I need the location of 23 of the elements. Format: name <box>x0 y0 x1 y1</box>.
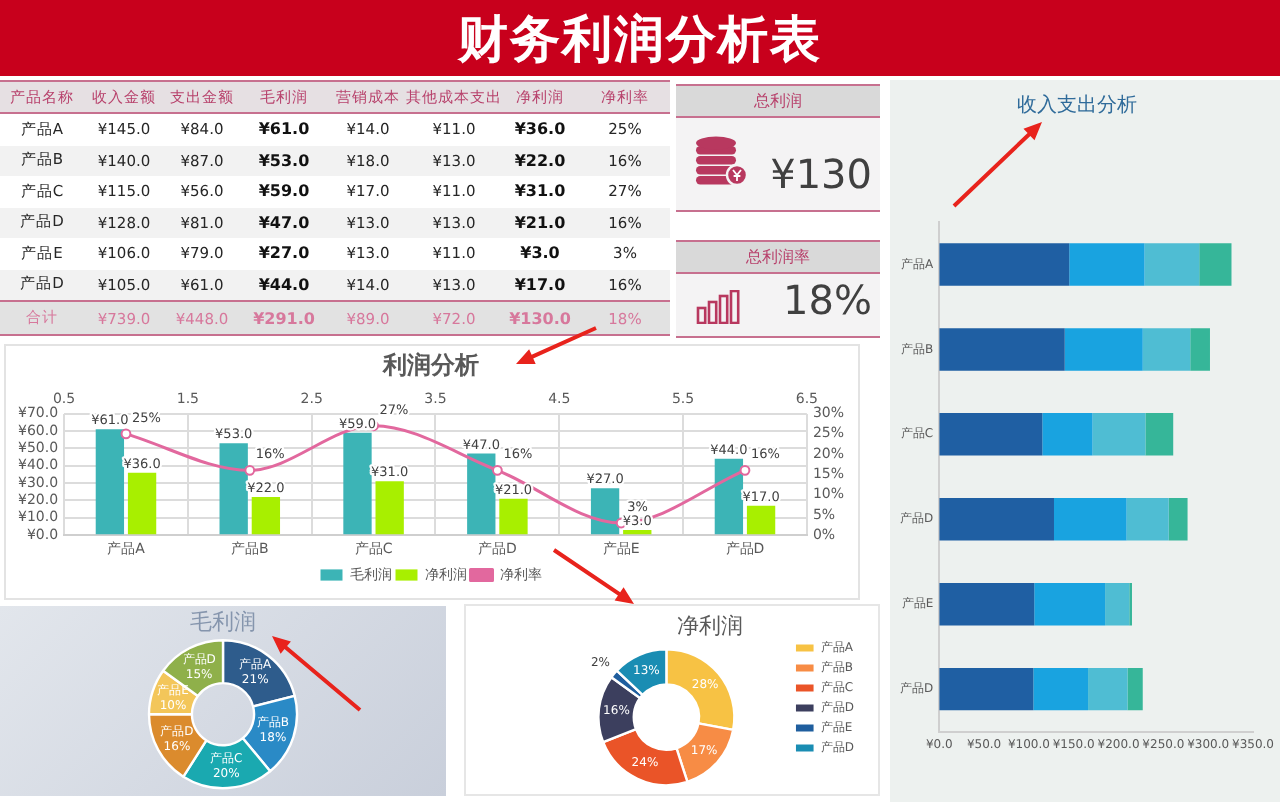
data-label: ¥31.0 <box>514 182 566 201</box>
data-label: ¥17.0 <box>514 275 566 294</box>
data-label: ¥27.0 <box>258 244 310 263</box>
data-label: ¥44.0 <box>258 275 310 294</box>
data-label: ¥130.0 <box>509 309 571 327</box>
data-label: ¥61.0 <box>258 120 310 139</box>
data-label: ¥47.0 <box>258 213 310 232</box>
text: ¥130 <box>770 150 872 198</box>
text: 总利润 <box>754 90 802 112</box>
data-label: ¥36.0 <box>514 120 566 139</box>
data-label: ¥53.0 <box>258 151 310 170</box>
chart-title: 利润分析 <box>381 350 479 379</box>
text: 18% <box>783 276 872 324</box>
data-label: ¥21.0 <box>514 213 566 232</box>
chart-title: 净利润 <box>677 612 743 639</box>
data-label: ¥3.0 <box>520 244 560 263</box>
chart-title: 收入支出分析 <box>1017 93 1137 118</box>
data-label: ¥22.0 <box>514 151 566 170</box>
data-label: ¥291.0 <box>253 309 315 327</box>
text: 财务利润分析表 <box>458 7 822 71</box>
text: 总利润率 <box>746 246 810 268</box>
chart-title: 毛利润 <box>190 608 256 635</box>
data-label: ¥59.0 <box>258 182 310 201</box>
